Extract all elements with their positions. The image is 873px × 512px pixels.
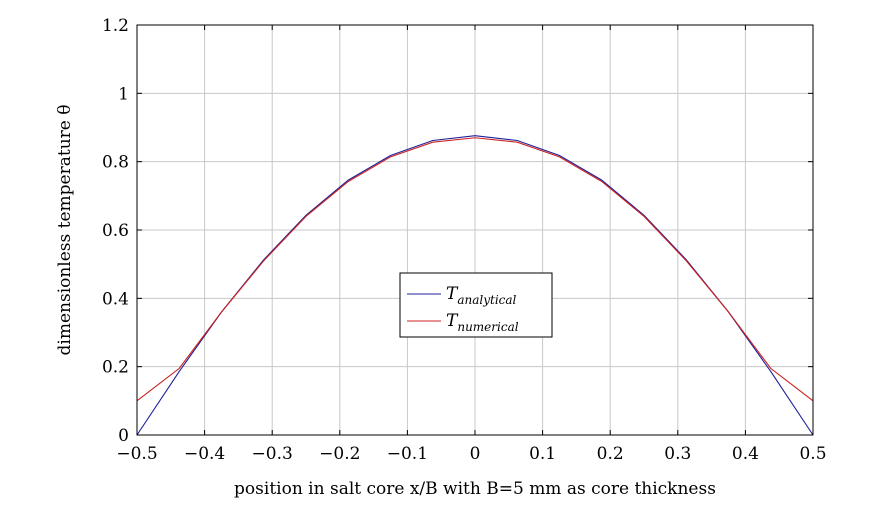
y-tick-label: 1.2: [102, 16, 129, 36]
legend-label-analytical: Tanalytical: [446, 284, 517, 307]
x-tick-label: 0: [470, 444, 481, 464]
legend-label-numerical: Tnumerical: [446, 311, 519, 334]
tick-marks: [136, 24, 814, 436]
x-tick-label: 0.3: [664, 444, 691, 464]
x-tick-label: −0.4: [184, 444, 225, 464]
series-line-numerical: [136, 137, 814, 402]
x-tick-label: 0.5: [799, 444, 826, 464]
x-tick-label: −0.1: [387, 444, 428, 464]
y-tick-label: 0.2: [102, 358, 129, 378]
x-tick-label: −0.5: [116, 444, 157, 464]
x-tick-label: 0.2: [597, 444, 624, 464]
x-tick-labels: −0.5 −0.4 −0.3 −0.2 −0.1 0 0.1 0.2 0.3 0.4 0.5: [116, 444, 826, 464]
y-tick-label: 0: [118, 426, 129, 446]
x-tick-label: −0.2: [319, 444, 360, 464]
y-tick-label: 0.4: [102, 289, 129, 309]
y-tick-label: 0.6: [102, 221, 129, 241]
series-layer: [136, 135, 814, 436]
legend-box: [399, 272, 553, 338]
legend: Tanalytical Tnumerical: [399, 272, 553, 338]
x-tick-label: −0.3: [252, 444, 293, 464]
y-tick-labels: 0 0.2 0.4 0.6 0.8 1 1.2: [102, 16, 129, 446]
x-axis-title: position in salt core x/B with B=5 mm as…: [234, 479, 716, 499]
y-tick-label: 1: [118, 84, 129, 104]
y-axis-title: dimensionless temperature θ: [55, 105, 75, 356]
x-tick-label: 0.4: [732, 444, 759, 464]
grid-lines: [136, 24, 814, 436]
y-tick-label: 0.8: [102, 153, 129, 173]
x-tick-label: 0.1: [529, 444, 556, 464]
